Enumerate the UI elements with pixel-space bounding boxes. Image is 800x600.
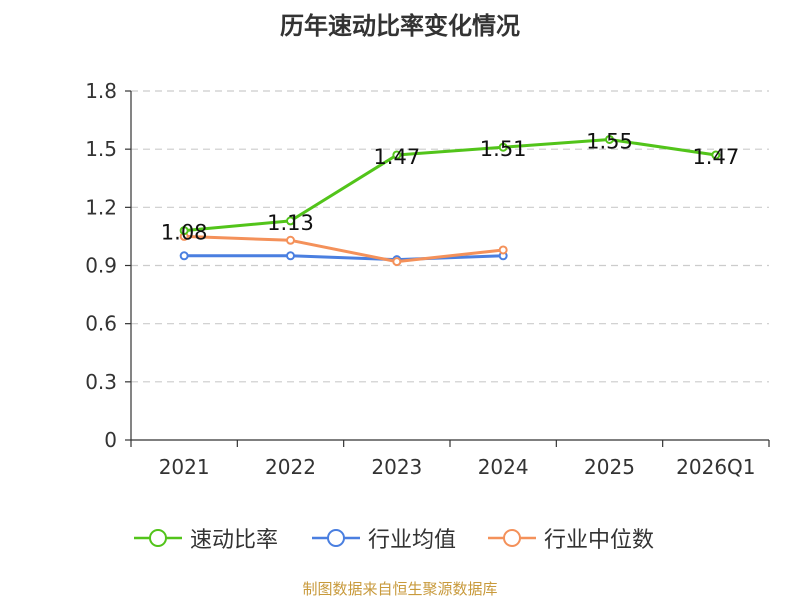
x-tick-label: 2023 [371,455,422,479]
gridlines [131,90,769,383]
data-labels: 1.08 1.13 1.47 1.51 1.55 1.47 [161,129,739,244]
data-point-0 [711,150,721,160]
y-tick-label: 1.5 [85,137,117,161]
data-point-2 [498,245,508,255]
data-point-2 [392,257,402,267]
series-lines [179,134,721,267]
data-label: 1.51 [480,137,527,161]
legend-item-industry-median[interactable]: 行业中位数 [488,520,654,556]
line-chart: 0 0.3 0.6 0.9 1.2 1.5 1.8 2021 2022 2023 2024 2025… [85,79,770,479]
x-tick-label: 2021 [159,455,210,479]
data-point-1 [286,251,295,261]
x-axis-ticks: 2021 2022 2023 2024 2025 2026Q1 [130,440,770,479]
data-point-0 [286,216,295,226]
y-tick-label: 0.3 [85,370,117,394]
legend-swatch-industry-mean [312,529,360,547]
data-label: 1.47 [692,145,739,169]
series-line-2 [184,234,504,264]
x-tick-label: 2025 [584,455,635,479]
legend: 速动比率 行业均值 行业中位数 [0,520,800,556]
chart-title: 历年速动比率变化情况 [280,12,520,40]
legend-swatch-quick-ratio [134,529,182,547]
legend-item-industry-mean[interactable]: 行业均值 [312,520,456,556]
data-label: 1.13 [267,211,314,235]
x-tick-label: 2024 [478,455,529,479]
legend-label-industry-mean: 行业均值 [368,528,457,553]
y-tick-label: 0 [104,428,117,452]
legend-label-industry-median: 行业中位数 [544,528,655,553]
data-label: 1.47 [373,145,420,169]
data-source-note: 制图数据来自恒生聚源数据库 [302,580,498,598]
y-tick-label: 1.2 [85,195,117,219]
y-tick-label: 0.6 [85,312,117,336]
data-label: 1.08 [161,221,208,245]
legend-label-quick-ratio: 速动比率 [190,528,279,553]
data-point-2 [286,235,295,245]
legend-swatch-industry-median [488,529,536,547]
series-line-0 [184,137,717,233]
y-tick-label: 0.9 [85,254,117,278]
data-point-0 [605,134,614,144]
data-point-0 [498,142,508,152]
data-point-0 [179,226,189,236]
x-tick-label: 2026Q1 [676,455,755,479]
data-label: 1.55 [586,129,633,153]
legend-item-quick-ratio[interactable]: 速动比率 [134,520,278,556]
data-point-1 [179,251,189,261]
y-axis-ticks: 0 0.3 0.6 0.9 1.2 1.5 1.8 [85,79,131,452]
y-tick-label: 1.8 [85,79,117,103]
series-line-1 [184,254,504,262]
data-point-0 [392,150,402,160]
x-tick-label: 2022 [265,455,316,479]
